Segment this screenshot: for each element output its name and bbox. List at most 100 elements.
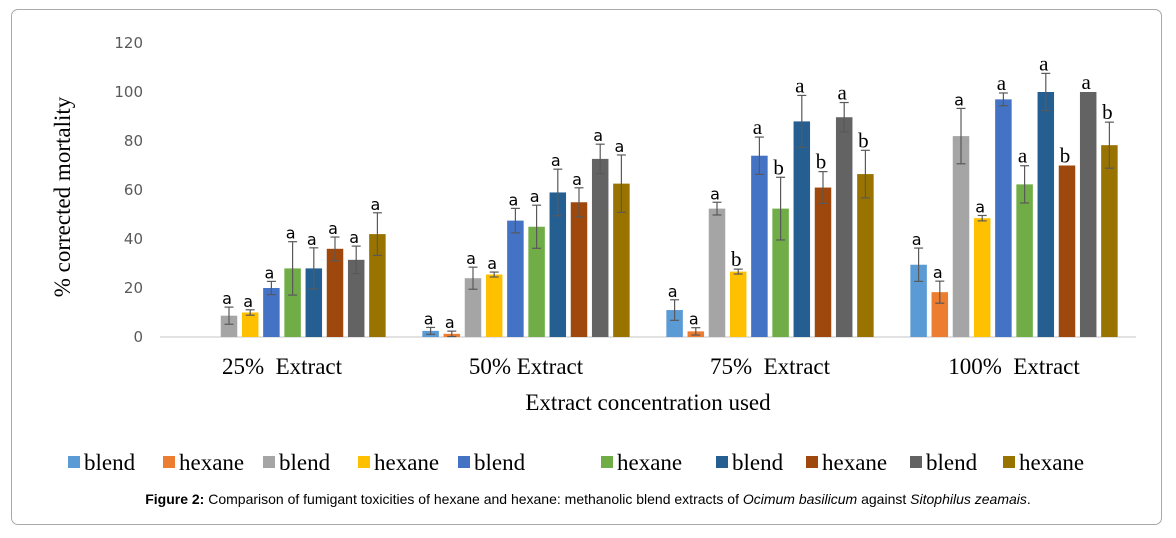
legend-label: hexane: [1019, 450, 1084, 475]
caption-species-1: Ocimum basilicum: [742, 491, 858, 507]
significance-label: a: [328, 219, 338, 238]
legend-swatch: [358, 456, 370, 468]
significance-label: a: [975, 197, 985, 216]
significance-label: b: [1102, 100, 1113, 124]
significance-label: a: [954, 90, 964, 109]
caption-text-3: .: [1026, 491, 1031, 507]
significance-label: a: [1082, 70, 1092, 94]
legend-label: blend: [279, 450, 331, 475]
bar: [528, 226, 545, 337]
caption-text-2: against: [857, 491, 911, 507]
legend-swatch: [458, 456, 470, 468]
bar: [591, 158, 609, 337]
x-tick-label: 75% Extract: [710, 354, 831, 379]
bar: [507, 220, 524, 337]
legend-swatch: [716, 456, 728, 468]
bar: [241, 312, 259, 337]
bar: [305, 268, 323, 337]
significance-label: a: [614, 137, 624, 156]
y-tick-label: 60: [124, 181, 143, 199]
bar: [1101, 145, 1118, 337]
legend-swatch: [806, 456, 818, 468]
y-tick-label: 40: [124, 230, 143, 248]
bar: [369, 234, 386, 337]
significance-label: a: [530, 187, 540, 206]
significance-label: b: [816, 150, 827, 174]
significance-label: a: [243, 292, 253, 311]
significance-label: a: [307, 230, 317, 249]
x-tick-label: 100% Extract: [948, 354, 1080, 379]
significance-label: a: [264, 263, 274, 282]
bar: [549, 192, 567, 337]
x-tick-label: 50% Extract: [469, 354, 584, 379]
legend-label: blend: [84, 450, 136, 475]
legend-swatch: [263, 456, 275, 468]
bar: [910, 264, 927, 337]
significance-label: a: [593, 126, 603, 145]
significance-label: a: [710, 184, 720, 203]
legend-swatch: [601, 456, 613, 468]
caption-species-2: Sitophilus zeamais: [910, 491, 1027, 507]
significance-label: a: [424, 309, 434, 328]
significance-label: b: [858, 128, 869, 152]
bar: [666, 310, 683, 337]
x-axis-categories: 25% Extract 50% Extract 75% Extract 100% Ex…: [222, 354, 1080, 379]
y-axis-title: % corrected mortality: [50, 96, 75, 297]
bar: [1016, 184, 1033, 337]
significance-label: a: [551, 151, 561, 170]
bar: [1037, 92, 1055, 337]
legend-label: hexane: [179, 450, 244, 475]
significance-label: a: [508, 190, 518, 209]
significance-label: a: [286, 224, 296, 243]
bar: [952, 136, 970, 337]
significance-label: a: [487, 254, 497, 273]
y-tick-label: 80: [124, 132, 143, 150]
bar: [347, 259, 365, 337]
bar: [973, 218, 991, 337]
caption-text-1: Comparison of fumigant toxicities of hex…: [204, 491, 743, 507]
bar: [835, 117, 853, 337]
bar: [485, 274, 503, 337]
bar: [729, 271, 747, 337]
significance-label: a: [370, 195, 380, 214]
bar: [220, 315, 238, 337]
bar: [284, 268, 301, 337]
legend-swatch: [68, 456, 80, 468]
significance-label: a: [466, 249, 476, 268]
significance-label: a: [689, 310, 699, 329]
significance-label: a: [838, 81, 848, 105]
significance-label: b: [1060, 144, 1071, 168]
bar: [772, 208, 789, 337]
significance-label: a: [795, 73, 805, 97]
legend-label: hexane: [822, 450, 887, 475]
bar: [263, 288, 280, 337]
bar: [751, 155, 768, 337]
x-tick-label: 25% Extract: [222, 354, 343, 379]
significance-label: a: [445, 313, 455, 332]
legend: blend hexane blend hexane blend hexane blend he…: [68, 450, 1084, 475]
significance-label: a: [997, 71, 1007, 95]
significance-label: a: [222, 289, 232, 308]
y-tick-label: 120: [114, 34, 143, 52]
legend-label: blend: [926, 450, 978, 475]
legend-swatch: [163, 456, 175, 468]
significance-label: a: [1039, 51, 1049, 75]
legend-swatch: [910, 456, 922, 468]
legend-label: hexane: [617, 450, 682, 475]
bar: [1058, 165, 1076, 337]
bar: [1079, 92, 1097, 337]
x-axis-title: Extract concentration used: [525, 390, 771, 415]
caption-label: Figure 2:: [145, 491, 205, 507]
significance-label: a: [572, 170, 582, 189]
bar: [570, 202, 588, 337]
significance-label: b: [731, 247, 742, 271]
bar: [326, 248, 344, 337]
bar: [613, 183, 630, 337]
y-tick-label: 20: [124, 279, 143, 297]
bar: [814, 187, 832, 337]
y-tick-label: 100: [114, 83, 143, 101]
bar: [708, 208, 726, 337]
significance-label: a: [349, 228, 359, 247]
